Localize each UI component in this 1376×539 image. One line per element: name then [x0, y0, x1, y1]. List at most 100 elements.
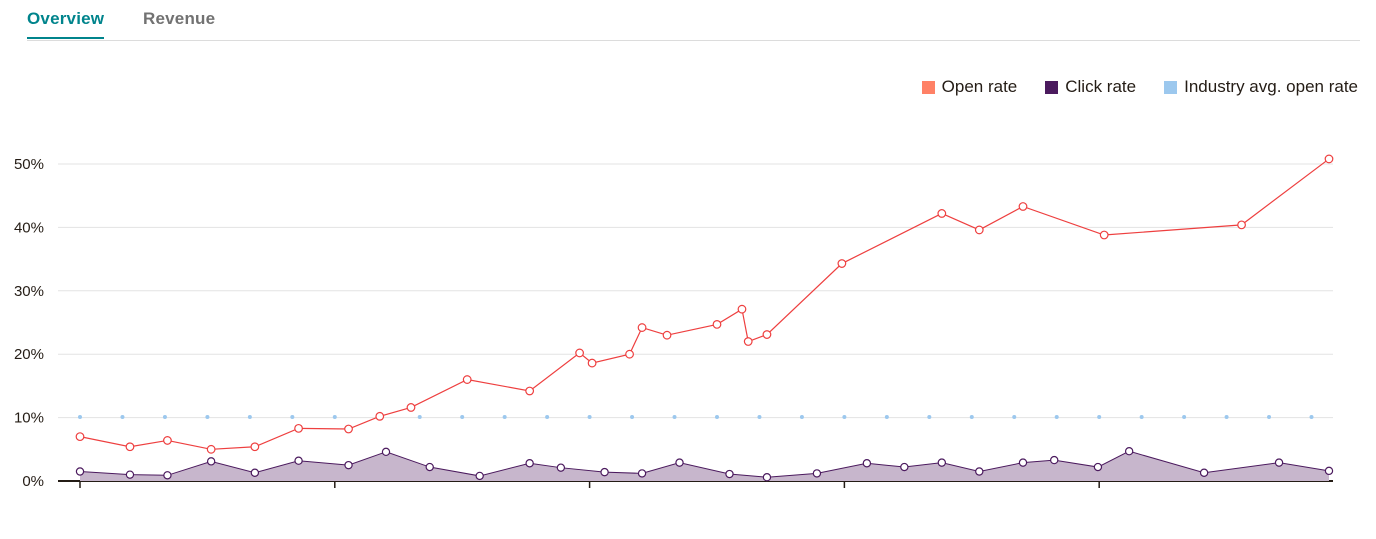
- open-rate-point: [974, 225, 984, 235]
- open-rate-point: [937, 209, 947, 218]
- industry-avg-point: [205, 414, 210, 419]
- y-tick-label: 20%: [14, 346, 44, 363]
- click-rate-point: [1093, 462, 1103, 472]
- industry-avg-point: [162, 414, 167, 419]
- open-rate-line: [79, 158, 1330, 450]
- click-rate-point: [381, 447, 391, 457]
- open-rate-point: [837, 259, 847, 268]
- open-rate-point: [206, 444, 216, 454]
- open-rate-point: [525, 386, 535, 396]
- click-rate-point: [525, 459, 534, 468]
- y-tick-label: 40%: [14, 219, 44, 236]
- industry-avg-point: [587, 414, 592, 419]
- click-rate-point: [725, 469, 734, 479]
- open-rate-point: [662, 330, 672, 340]
- click-rate-point: [125, 470, 135, 479]
- industry-avg-point: [1012, 414, 1017, 419]
- open-rate-point: [737, 304, 747, 314]
- open-rate-point: [637, 323, 647, 332]
- industry-avg-point: [502, 414, 507, 419]
- industry-avg-point: [842, 414, 847, 419]
- industry-avg-point: [799, 414, 804, 419]
- click-rate-point: [637, 469, 647, 478]
- legend-label-click-rate: Click rate: [1065, 77, 1137, 96]
- open-rate-point: [1099, 230, 1109, 240]
- industry-avg-point: [1224, 414, 1229, 419]
- tab-revenue[interactable]: Revenue: [143, 9, 216, 28]
- click-rate-point: [425, 462, 434, 472]
- open-rate-point: [125, 442, 135, 452]
- industry-avg-point: [247, 414, 252, 419]
- legend-label-open-rate: Open rate: [941, 77, 1018, 96]
- click-rate-point: [812, 469, 822, 478]
- industry-avg-point: [290, 414, 295, 419]
- open-rate-point: [406, 403, 416, 412]
- open-rate-point: [250, 442, 260, 452]
- click-rate-point: [1324, 466, 1334, 476]
- click-rate-point: [975, 467, 984, 476]
- industry-avg-point: [714, 414, 719, 419]
- legend-swatch-industry-avg: [1164, 80, 1178, 94]
- click-rate-point: [1274, 458, 1284, 467]
- open-rate-point: [712, 320, 722, 329]
- open-rate-point: [462, 375, 472, 384]
- open-rate-point: [743, 337, 753, 346]
- open-rate-point: [294, 423, 303, 433]
- tab-bar: Overview Revenue: [27, 0, 1360, 41]
- legend-item-industry-avg[interactable]: Industry avg. open rate: [1164, 77, 1358, 97]
- legend-swatch-click-rate: [1045, 80, 1059, 94]
- click-rate-point: [294, 456, 303, 465]
- industry-avg-point: [969, 414, 974, 419]
- chart-legend: Open rate Click rate Industry avg. open …: [921, 77, 1358, 97]
- open-rate-point: [163, 436, 172, 445]
- open-rate-point: [762, 330, 772, 339]
- y-tick-label: 30%: [14, 283, 44, 300]
- legend-item-click-rate[interactable]: Click rate: [1045, 77, 1136, 97]
- click-rate-point: [556, 463, 566, 472]
- y-tick-label: 0%: [22, 473, 44, 490]
- click-rate-point: [1050, 455, 1059, 465]
- open-rate-point: [375, 411, 385, 421]
- y-tick-label: 50%: [14, 156, 44, 173]
- industry-avg-point: [1139, 414, 1144, 419]
- open-rate-point: [587, 358, 597, 368]
- industry-avg-point: [332, 414, 337, 419]
- click-rate-point: [862, 459, 872, 468]
- legend-label-industry-avg: Industry avg. open rate: [1184, 77, 1358, 96]
- click-rate-point: [344, 460, 353, 470]
- legend-swatch-open-rate: [921, 80, 935, 94]
- click-rate-point: [937, 458, 947, 467]
- click-rate-point: [206, 457, 216, 466]
- click-rate-point: [900, 462, 909, 472]
- click-rate-point: [250, 468, 260, 477]
- click-rate-point: [1018, 458, 1028, 467]
- open-rate-point: [1237, 220, 1246, 230]
- industry-avg-point: [884, 414, 889, 419]
- industry-avg-point: [1309, 414, 1314, 419]
- industry-avg-point: [672, 414, 677, 419]
- click-rate-area: [80, 451, 1329, 481]
- industry-avg-point: [460, 414, 465, 419]
- industry-avg-point: [545, 414, 550, 419]
- industry-avg-point: [1054, 414, 1059, 419]
- industry-avg-point: [1097, 414, 1102, 419]
- industry-avg-point: [417, 414, 422, 419]
- click-rate-point: [600, 467, 609, 477]
- click-rate-point: [762, 472, 772, 482]
- open-rate-point: [1018, 202, 1028, 211]
- tab-overview[interactable]: Overview: [27, 9, 105, 39]
- industry-avg-point: [1267, 414, 1272, 419]
- click-rate-point: [163, 471, 172, 480]
- open-rate-point: [344, 424, 353, 434]
- industry-avg-point: [120, 414, 125, 419]
- open-rate-point: [575, 348, 584, 358]
- industry-avg-point: [78, 414, 82, 419]
- click-rate-point: [675, 458, 684, 467]
- legend-item-open-rate[interactable]: Open rate: [921, 77, 1018, 97]
- industry-avg-point: [757, 414, 762, 419]
- industry-avg-point: [927, 414, 932, 419]
- click-rate-point: [1199, 468, 1209, 477]
- y-tick-label: 10%: [14, 410, 44, 427]
- open-rate-point: [625, 349, 634, 359]
